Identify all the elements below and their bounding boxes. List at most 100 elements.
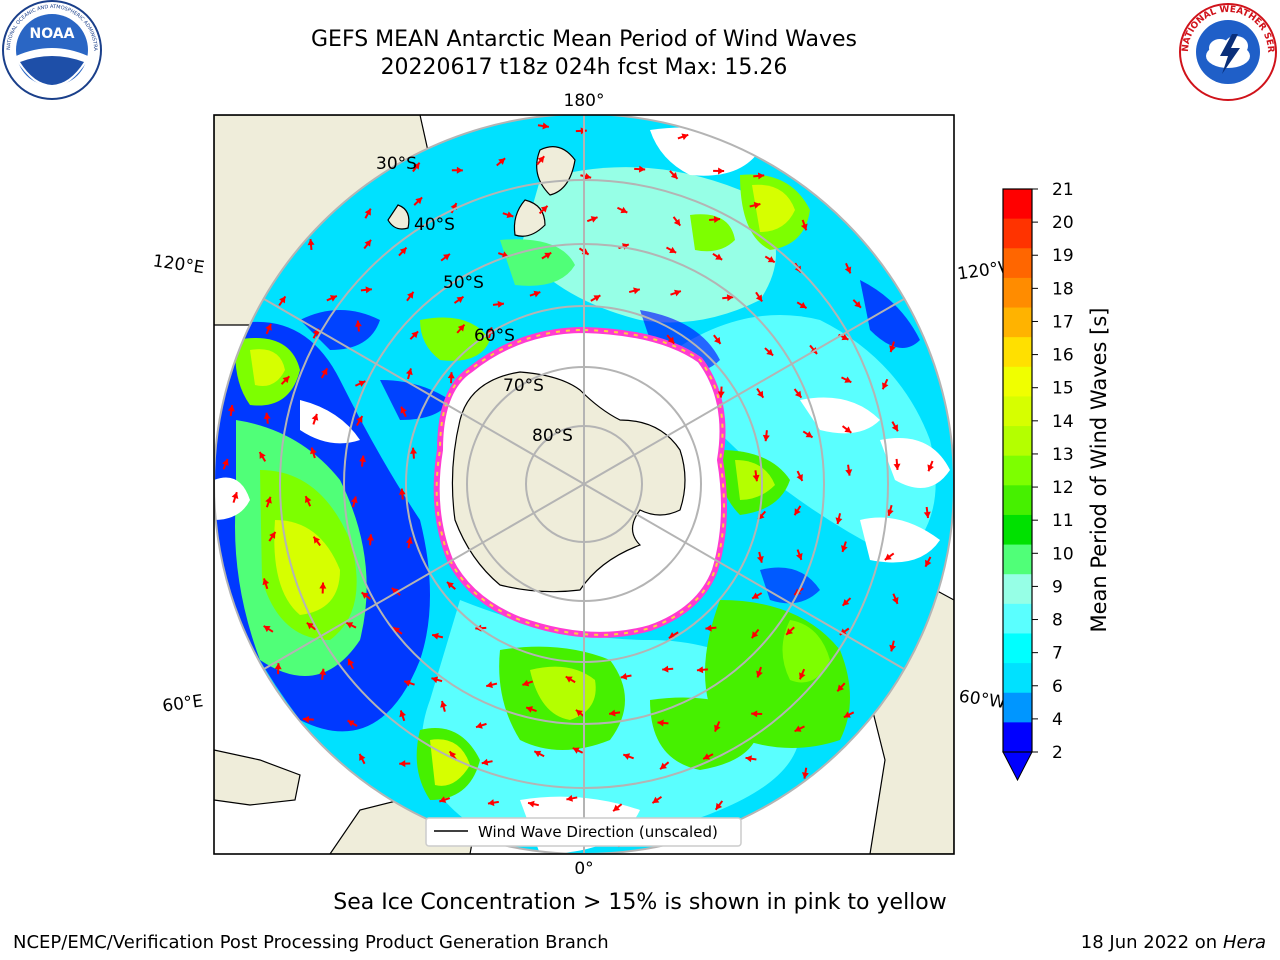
wave-direction-arrowhead xyxy=(889,345,896,353)
lat-label-50s: 50°S xyxy=(443,273,484,293)
wave-direction-arrowhead xyxy=(302,715,310,723)
wave-direction-arrowhead xyxy=(361,592,369,599)
wave-direction-arrowhead xyxy=(410,447,418,454)
footer-date-text: 18 Jun 2022 on xyxy=(1080,932,1218,953)
footer-machine: Hera xyxy=(1222,932,1266,953)
wave-direction-arrowhead xyxy=(364,208,371,216)
wave-direction-arrowhead xyxy=(884,553,892,560)
wave-direction-arrowhead xyxy=(497,300,504,308)
wave-direction-arrowhead xyxy=(498,158,506,165)
wave-direction-arrowhead xyxy=(537,156,545,164)
wave-direction-arrowhead xyxy=(262,578,270,586)
colorbar-swatch xyxy=(1003,189,1032,220)
wave-direction-arrowhead xyxy=(393,627,400,634)
wave-direction-arrowhead xyxy=(703,753,711,760)
wave-direction-arrowhead xyxy=(405,537,413,544)
wave-direction-arrowhead xyxy=(528,800,535,808)
colorbar-swatch xyxy=(1003,633,1032,664)
colorbar-swatches xyxy=(1003,189,1032,753)
colorbar-swatch xyxy=(1003,277,1032,309)
wave-direction-arrowhead xyxy=(805,431,813,438)
wave-direction-arrowhead xyxy=(456,296,464,304)
wave-direction-arrowhead xyxy=(481,758,489,766)
wave-direction-arrowhead xyxy=(681,133,689,141)
wave-direction-arrowhead xyxy=(854,300,861,308)
colorbar-swatch xyxy=(1003,514,1032,546)
wave-direction-arrowhead xyxy=(307,239,315,246)
wave-direction-arrowhead xyxy=(794,390,802,398)
wave-direction-arrowhead xyxy=(282,376,290,384)
wave-direction-arrowhead xyxy=(767,256,775,263)
wave-direction-arrowhead xyxy=(565,676,573,683)
wave-direction-arrowhead xyxy=(652,796,660,804)
colorbar-tick-label: 18 xyxy=(1052,279,1074,299)
wave-direction-arrowhead xyxy=(306,622,314,630)
wave-direction-arrowhead xyxy=(621,243,629,250)
lon-label-0: 0° xyxy=(574,859,593,879)
wave-direction-arrowhead xyxy=(411,331,419,339)
wave-direction-arrowhead xyxy=(359,753,366,761)
colorbar-swatch xyxy=(1003,722,1032,753)
footer-date: 18 Jun 2022 on Hera xyxy=(1081,932,1266,953)
colorbar-swatch xyxy=(1003,307,1032,338)
wave-direction-arrowhead xyxy=(633,287,640,295)
wave-direction-arrowhead xyxy=(399,247,407,255)
colorbar-tick-label: 9 xyxy=(1052,577,1063,597)
colorbar-swatch xyxy=(1003,574,1032,605)
colorbar-tick-label: 2 xyxy=(1052,743,1063,763)
colorbar-tick-label: 15 xyxy=(1052,379,1074,399)
wave-direction-arrowhead xyxy=(796,553,803,560)
wave-direction-arrowhead xyxy=(399,710,406,718)
noaa-logo-text: NOAA xyxy=(30,26,75,42)
colorbar-label: Mean Period of Wind Waves [s] xyxy=(1087,308,1111,633)
wave-direction-arrowhead xyxy=(923,511,931,518)
wave-direction-arrowhead xyxy=(347,720,355,727)
wave-direction-arrowhead xyxy=(227,405,235,412)
wave-direction-arrowhead xyxy=(609,709,616,717)
wave-direction-arrowhead xyxy=(757,172,765,180)
wave-direction-arrowhead xyxy=(891,424,898,432)
wave-direction-arrowhead xyxy=(800,223,808,231)
wave-direction-arrowhead xyxy=(762,434,770,442)
wave-direction-arrowhead xyxy=(506,211,514,219)
wave-direction-arrowhead xyxy=(413,162,420,170)
wave-direction-arrowhead xyxy=(457,324,465,332)
wave-direction-arrowhead xyxy=(713,216,721,223)
wave-direction-arrowhead xyxy=(347,658,355,666)
wave-direction-arrowhead xyxy=(841,545,848,552)
footer-organization: NCEP/EMC/Verification Post Processing Pr… xyxy=(13,932,609,953)
colorbar-swatch xyxy=(1003,337,1032,368)
wave-direction-arrowhead xyxy=(274,663,282,670)
wave-direction-arrowhead xyxy=(662,665,669,673)
wave-direction-arrowhead xyxy=(405,368,413,376)
lat-label-40s: 40°S xyxy=(414,215,455,235)
wave-direction-arrowhead xyxy=(757,390,764,398)
wave-direction-arrowhead xyxy=(667,336,675,344)
noaa-logo: NOAA NATIONAL OCEANIC AND ATMOSPHERIC AD… xyxy=(0,0,102,100)
wave-direction-arrowhead xyxy=(311,413,319,421)
wave-direction-arrowhead xyxy=(522,679,530,687)
wave-direction-arrowhead xyxy=(475,722,483,729)
wave-direction-arrowhead xyxy=(882,382,889,390)
wave-direction-arrowhead xyxy=(696,666,704,674)
colorbar-tick-label: 20 xyxy=(1052,213,1074,233)
wave-direction-arrowhead xyxy=(660,762,667,770)
wave-direction-arrowhead xyxy=(310,447,317,455)
wave-direction-arrowhead xyxy=(657,719,664,727)
wave-direction-arrowhead xyxy=(886,509,894,516)
wave-direction-arrowhead xyxy=(843,711,851,718)
wave-direction-arrowhead xyxy=(456,166,463,174)
wave-direction-arrowhead xyxy=(313,536,321,544)
wave-direction-arrowhead xyxy=(751,631,759,639)
wave-direction-arrowhead xyxy=(674,289,681,297)
chart-title: GEFS MEAN Antarctic Mean Period of Wind … xyxy=(311,27,857,52)
colorbar-extend-arrow xyxy=(1002,751,1033,782)
colorbar-swatch xyxy=(1003,485,1032,516)
wave-direction-arrowhead xyxy=(927,464,934,472)
nws-logo: NATIONAL WEATHER SERVICE xyxy=(1176,0,1277,101)
wave-direction-arrowhead xyxy=(222,459,229,466)
wave-direction-arrowhead xyxy=(801,772,809,779)
wave-direction-arrowhead xyxy=(263,412,271,420)
wave-direction-arrowhead xyxy=(794,725,802,732)
